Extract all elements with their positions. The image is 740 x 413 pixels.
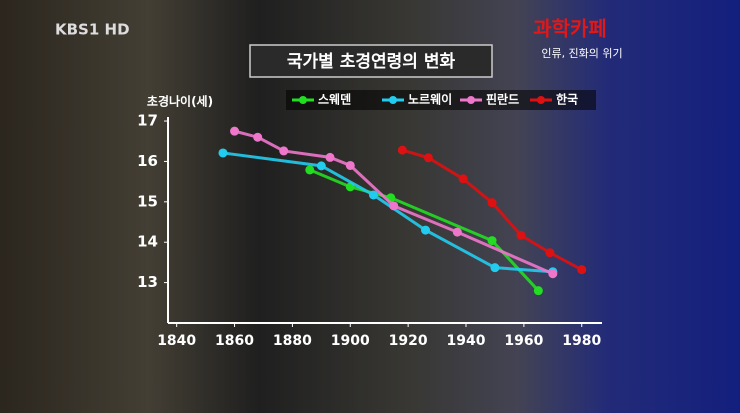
point <box>577 265 587 275</box>
y-tick-label: 13 <box>137 273 158 291</box>
legend-box <box>286 90 596 110</box>
x-tick-label: 1900 <box>331 333 370 349</box>
x-tick-label: 1860 <box>215 333 254 349</box>
point <box>368 190 378 200</box>
legend-label: 노르웨이 <box>408 92 452 107</box>
legend-marker <box>389 96 397 104</box>
point <box>545 248 555 258</box>
x-tick-label: 1920 <box>389 333 428 349</box>
x-tick-label: 1960 <box>504 333 543 349</box>
chart-title: 국가별 초경연령의 변화 <box>287 51 456 72</box>
point <box>516 230 526 240</box>
point <box>316 161 326 171</box>
point <box>490 263 500 273</box>
x-tick-label: 1980 <box>562 333 601 349</box>
y-tick-label: 14 <box>137 233 158 251</box>
point <box>218 148 228 158</box>
legend-label: 핀란드 <box>486 92 519 107</box>
x-tick-label: 1940 <box>447 333 486 349</box>
point <box>397 145 407 155</box>
point <box>325 152 335 162</box>
y-tick-label: 16 <box>137 152 158 170</box>
point <box>279 146 289 156</box>
point <box>533 286 543 296</box>
point <box>253 132 263 142</box>
point <box>487 198 497 208</box>
point <box>458 174 468 184</box>
program-subtitle: 인류, 진화의 위기 <box>541 47 622 60</box>
point <box>423 153 433 163</box>
y-axis-label: 초경나이(세) <box>147 94 213 109</box>
point <box>452 227 462 237</box>
y-tick-label: 17 <box>137 112 158 130</box>
legend-label: 스웨덴 <box>318 92 351 107</box>
program-title: 과학카페 <box>533 17 607 41</box>
y-tick-label: 15 <box>137 192 158 210</box>
point <box>421 225 431 235</box>
x-tick-label: 1880 <box>273 333 312 349</box>
series-line <box>234 129 554 276</box>
point <box>548 269 558 279</box>
point <box>389 201 399 211</box>
point <box>305 165 315 175</box>
legend-marker <box>467 96 475 104</box>
point <box>487 236 497 246</box>
title-box <box>249 44 493 78</box>
legend-marker <box>537 96 545 104</box>
legend-label: 한국 <box>556 92 578 107</box>
x-tick-label: 1840 <box>157 333 196 349</box>
legend-marker <box>299 96 307 104</box>
point <box>345 160 355 170</box>
series-line <box>222 151 553 274</box>
channel-logo: KBS1 HD <box>55 21 130 39</box>
point <box>230 126 240 136</box>
